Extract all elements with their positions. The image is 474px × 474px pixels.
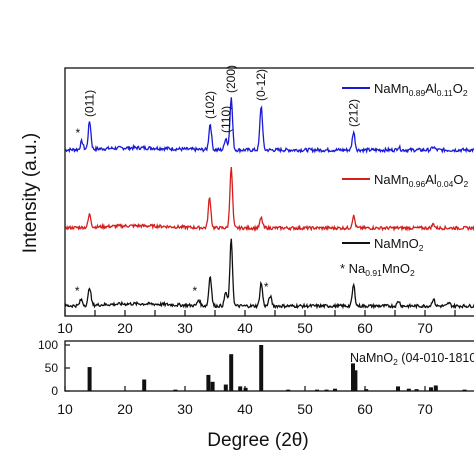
hkl-label: (200) (224, 65, 238, 93)
legend: NaMn0.89Al0.11O2 NaMn0.96Al0.04O2 NaMnO2 * … (340, 81, 468, 278)
reference-x-tick-label: 30 (177, 401, 193, 417)
main-x-tick-label: 50 (297, 320, 313, 336)
reference-y-tick-label: 50 (45, 361, 59, 375)
reference-bar (396, 386, 400, 391)
reference-x-tick-label: 40 (237, 401, 253, 417)
legend-entry: NaMnO2 (374, 236, 424, 253)
reference-bar (433, 385, 438, 391)
reference-bar (142, 379, 147, 391)
x-axis-label: Degree (2θ) (207, 430, 308, 451)
reference-bar (210, 381, 215, 391)
reference-bar (333, 388, 337, 391)
reference-panel: 0 50 100 10 20 30 40 50 60 70 NaMnO2 (04-010-181… (38, 338, 474, 417)
legend-entry: NaMn0.89Al0.11O2 (374, 81, 468, 98)
reference-bar (229, 354, 234, 391)
main-x-tick-label: 40 (237, 320, 253, 336)
reference-x-tick-label: 20 (117, 401, 133, 417)
main-x-tick-label: 20 (117, 320, 133, 336)
reference-bar (324, 389, 329, 391)
reference-bar (353, 370, 358, 391)
main-panel: 10 20 30 40 50 60 70 *(011) (102)(110)(200) (0-1… (20, 65, 474, 336)
main-series-group (64, 97, 474, 310)
reference-bar (173, 389, 178, 391)
peak-labels: *(011) (102)(110)(200) (0-12)(212)* * * (75, 65, 361, 298)
hkl-label: (011) (83, 90, 97, 117)
main-plot-frame (64, 67, 474, 317)
impurity-star: * (75, 284, 80, 298)
main-x-ticks: 10 20 30 40 50 60 70 (57, 310, 456, 336)
reference-bar (364, 389, 369, 391)
impurity-star: * (264, 280, 269, 294)
reference-x-tick-label: 70 (417, 401, 433, 417)
hkl-label: (110) (219, 106, 233, 133)
reference-y-tick-label: 0 (51, 384, 58, 398)
series-line-3 (64, 238, 474, 310)
reference-bar (238, 386, 243, 391)
reference-x-tick-label: 50 (297, 401, 313, 417)
main-x-tick-label: 60 (357, 320, 373, 336)
main-x-tick-label: 10 (57, 320, 73, 336)
main-x-tick-label: 30 (177, 320, 193, 336)
reference-x-tick-label: 10 (57, 401, 73, 417)
reference-bars (87, 345, 467, 391)
reference-plot-frame (64, 340, 474, 392)
legend-entry: NaMn0.96Al0.04O2 (374, 172, 468, 189)
impurity-star: * (75, 126, 80, 140)
reference-bar (462, 389, 467, 391)
reference-bar (286, 389, 291, 391)
hkl-label: (102) (203, 91, 217, 119)
reference-bar (406, 388, 411, 391)
reference-bar (414, 389, 419, 391)
hkl-label: (212) (347, 99, 361, 127)
series-line-1 (64, 97, 474, 155)
reference-bar (259, 345, 264, 391)
hkl-label: (0-12) (254, 69, 268, 101)
reference-bar (315, 389, 319, 391)
reference-bar (429, 387, 433, 391)
series-line-2 (64, 166, 474, 232)
reference-x-tick-label: 60 (357, 401, 373, 417)
reference-y-ticks: 0 50 100 (38, 338, 70, 398)
y-axis-label: Intensity (a.u.) (20, 133, 41, 253)
main-x-tick-label: 70 (417, 320, 433, 336)
reference-bar (351, 363, 355, 391)
reference-bar (87, 367, 92, 391)
impurity-star: * (192, 284, 197, 298)
reference-y-tick-label: 100 (38, 338, 58, 352)
reference-bar (243, 387, 248, 391)
reference-bar (206, 374, 211, 391)
reference-x-ticks: 10 20 30 40 50 60 70 (57, 386, 433, 417)
reference-bar (223, 384, 228, 391)
impurity-legend: * Na0.91MnO2 (340, 261, 415, 278)
reference-title: NaMnO2 (04-010-1810) (350, 351, 474, 367)
